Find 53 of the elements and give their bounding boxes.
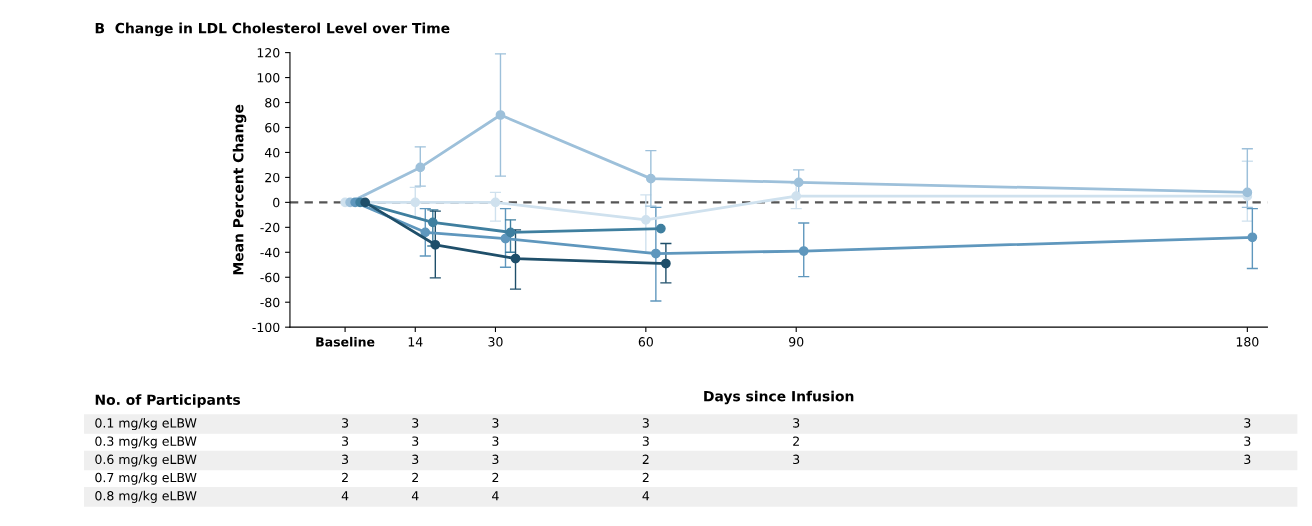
text: 2 (412, 472, 418, 483)
text: 3 (642, 418, 649, 428)
y-tick-label: -80 (260, 297, 280, 308)
text: 4 (492, 491, 499, 501)
text: 2 (492, 472, 499, 483)
text: 3 (1244, 454, 1251, 465)
y-tick-label: -40 (260, 247, 280, 258)
x-tick-label: 30 (488, 337, 503, 347)
text: 3 (1244, 418, 1251, 428)
x-tick-label: 90 (789, 337, 804, 347)
text: 3 (793, 454, 800, 465)
chart-title: B Change in LDL Cholesterol Level over Time (95, 22, 450, 37)
y-tick-label: 40 (264, 147, 280, 158)
text: 3 (342, 436, 349, 446)
y-tick-label: 0 (273, 197, 280, 208)
text: 2 (342, 472, 348, 483)
text: 3 (412, 436, 419, 446)
text: 4 (341, 491, 349, 501)
y-tick-label: 120 (257, 48, 280, 58)
category-label: 0.8 mg/kg eLBW (95, 490, 197, 503)
text: 3 (342, 418, 349, 428)
text: 2 (642, 472, 649, 483)
y-tick-label: 60 (265, 122, 280, 133)
y-tick-label: -100 (252, 322, 280, 333)
text: 3 (492, 454, 499, 465)
text: No. of Participants (95, 394, 241, 408)
category-label: 0.7 mg/kg eLBW (95, 472, 197, 485)
text: 2 (793, 436, 799, 446)
y-tick-label: 20 (265, 172, 280, 183)
y-axis-title: Mean Percent Change (232, 104, 247, 275)
y-tick-label: -20 (260, 222, 280, 233)
text: 4 (411, 491, 419, 501)
y-tick-label: 80 (265, 97, 280, 108)
x-tick-label: 14 (408, 337, 423, 347)
x-axis-title: Days since Infusion (704, 390, 854, 405)
category-label: 0.6 mg/kg eLBW (95, 454, 197, 467)
text: 3 (492, 436, 499, 446)
y-tick-label: 100 (257, 73, 280, 83)
text: 3 (793, 418, 800, 428)
text: 3 (642, 436, 649, 446)
x-tick-label: 60 (638, 337, 653, 347)
text: 4 (642, 491, 650, 501)
x-tick-label: Baseline (316, 336, 375, 347)
text: 3 (412, 418, 419, 428)
text: 3 (492, 418, 499, 428)
y-tick-label: -60 (260, 272, 280, 283)
text: 2 (642, 454, 649, 464)
text: 3 (342, 454, 349, 465)
category-label: 0.3 mg/kg eLBW (95, 436, 197, 449)
x-tick-label: 180 (1236, 337, 1259, 347)
category-label: 0.1 mg/kg eLBW (95, 417, 197, 431)
text: 3 (412, 454, 419, 465)
text: 3 (1244, 436, 1251, 446)
